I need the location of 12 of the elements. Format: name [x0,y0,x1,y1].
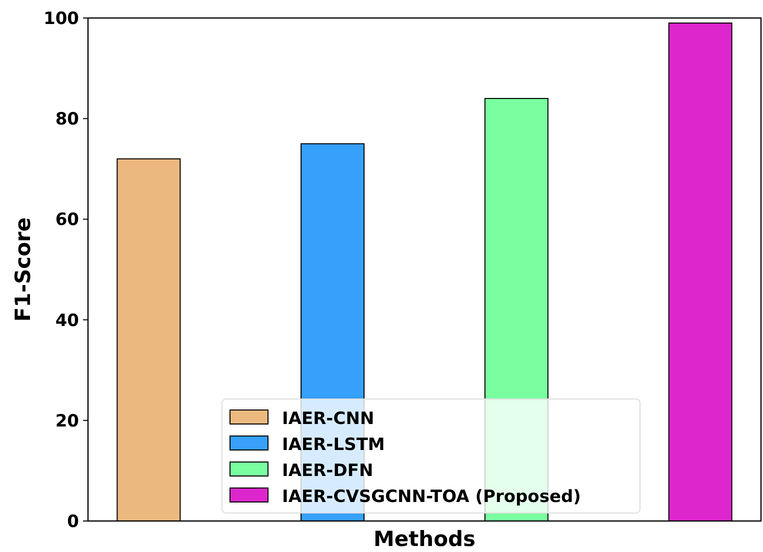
y-tick-label: 60 [55,210,80,230]
legend-label: IAER-CVSGCNN-TOA (Proposed) [282,486,581,507]
legend-label: IAER-DFN [282,460,374,481]
y-tick-label: 100 [44,8,80,29]
x-axis-title: Methods [373,527,476,551]
legend-label: IAER-LSTM [282,434,385,455]
y-tick-label: 20 [55,411,80,432]
y-tick-label: 40 [55,310,80,331]
legend-label: IAER-CNN [282,408,374,429]
y-tick-label: 0 [67,512,80,532]
y-axis-title: F1-Score [11,217,35,322]
y-tick-label: 80 [55,110,80,130]
